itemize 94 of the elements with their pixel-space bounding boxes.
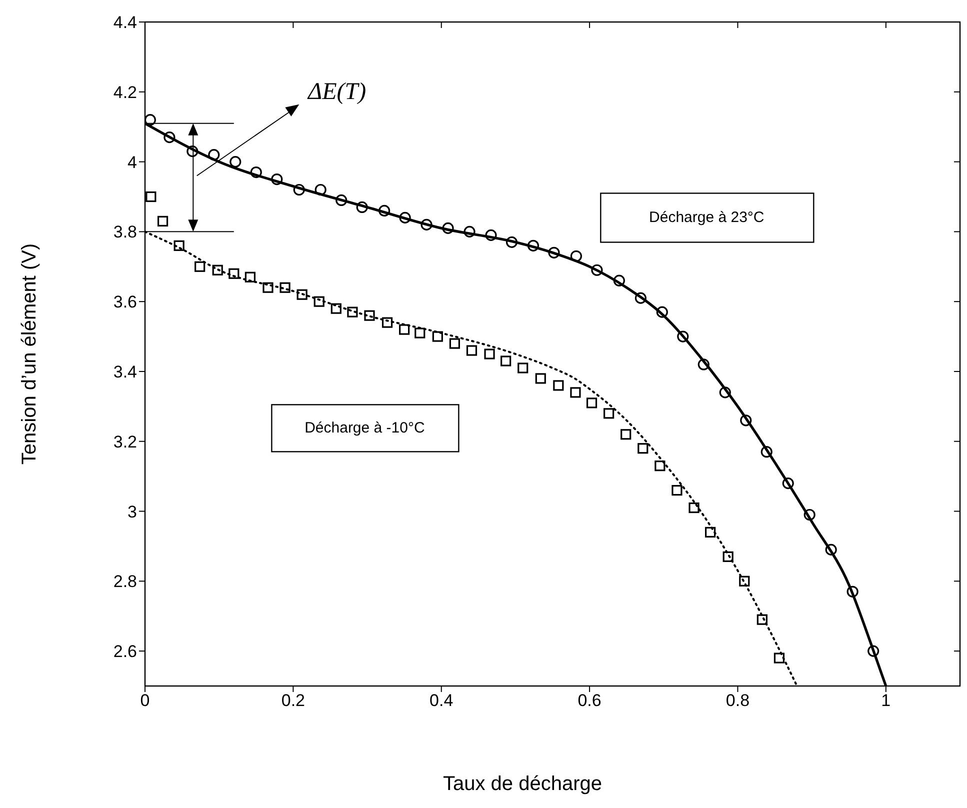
point [485, 229, 497, 241]
point [688, 502, 700, 514]
point [378, 204, 390, 217]
y-tick-label: 3.4 [113, 362, 137, 382]
x-axis-title: Taux de décharge [442, 773, 602, 795]
point [262, 282, 274, 293]
annotation: Décharge à 23°C [649, 209, 764, 226]
y-axis-title: Tension d’un élément (V) [18, 243, 40, 465]
point [760, 446, 772, 458]
point [638, 443, 648, 454]
point [604, 408, 614, 419]
point [705, 526, 716, 538]
point [654, 460, 666, 472]
point [157, 216, 168, 226]
point [164, 132, 176, 144]
y-tick-label: 4.2 [113, 82, 137, 102]
y-tick-label: 4.4 [113, 13, 137, 32]
point [586, 398, 598, 408]
y-tick-label: 2.6 [113, 642, 137, 662]
point [484, 348, 495, 360]
x-tick-label: 0.4 [430, 691, 454, 710]
x-tick-label: 0.8 [726, 691, 750, 710]
point [145, 114, 156, 126]
point [518, 362, 528, 374]
point [570, 387, 581, 398]
point [271, 173, 283, 186]
point [591, 264, 603, 276]
point [774, 652, 785, 664]
point [414, 328, 426, 338]
point [228, 268, 240, 279]
point [535, 373, 546, 384]
point [846, 586, 858, 598]
y-tick-label: 3.6 [113, 292, 137, 312]
point [464, 226, 476, 238]
point [782, 478, 794, 490]
point [570, 250, 582, 262]
point [420, 218, 432, 230]
point [677, 330, 689, 342]
point [756, 614, 768, 625]
y-tick-label: 2.8 [113, 572, 137, 592]
point [442, 222, 454, 234]
y-tick-label: 3.8 [113, 222, 137, 242]
point [280, 282, 290, 293]
point [194, 261, 206, 272]
annotation: ΔE(T) [307, 78, 366, 105]
x-tick-label: 1 [881, 691, 891, 710]
point [250, 166, 262, 178]
point [719, 386, 731, 398]
point [356, 201, 368, 214]
point [804, 508, 816, 521]
point [739, 576, 750, 586]
point [548, 246, 560, 258]
point [399, 212, 411, 224]
point [740, 414, 752, 426]
x-tick-label: 0 [140, 691, 150, 710]
point [672, 484, 682, 496]
y-tick-label: 3 [128, 502, 137, 522]
point [364, 310, 375, 321]
point [146, 191, 156, 202]
point [527, 240, 540, 252]
point [868, 645, 880, 657]
point [656, 306, 668, 318]
annotation: Décharge à -10°C [304, 420, 425, 437]
y-tick-label: 3.2 [113, 432, 137, 452]
point [698, 358, 710, 370]
point [330, 303, 342, 314]
point [466, 345, 478, 356]
point [174, 240, 184, 251]
point [506, 236, 518, 248]
x-tick-label: 0.2 [281, 691, 305, 710]
point [293, 184, 305, 196]
point [230, 156, 242, 168]
point [825, 544, 837, 556]
point [314, 184, 326, 196]
point [244, 272, 256, 282]
point [634, 292, 646, 304]
point [347, 306, 358, 318]
point [212, 264, 223, 276]
point [186, 146, 198, 158]
point [296, 289, 308, 300]
point [722, 551, 734, 562]
point [449, 338, 460, 349]
point [500, 356, 512, 366]
point [553, 380, 564, 391]
point [314, 296, 324, 307]
point [382, 317, 393, 328]
x-tick-label: 0.6 [578, 691, 602, 710]
point [336, 194, 348, 206]
y-tick-label: 4 [128, 152, 137, 172]
point [208, 149, 220, 161]
point [432, 331, 443, 342]
point [399, 324, 410, 335]
point [620, 429, 632, 440]
point [613, 274, 625, 286]
